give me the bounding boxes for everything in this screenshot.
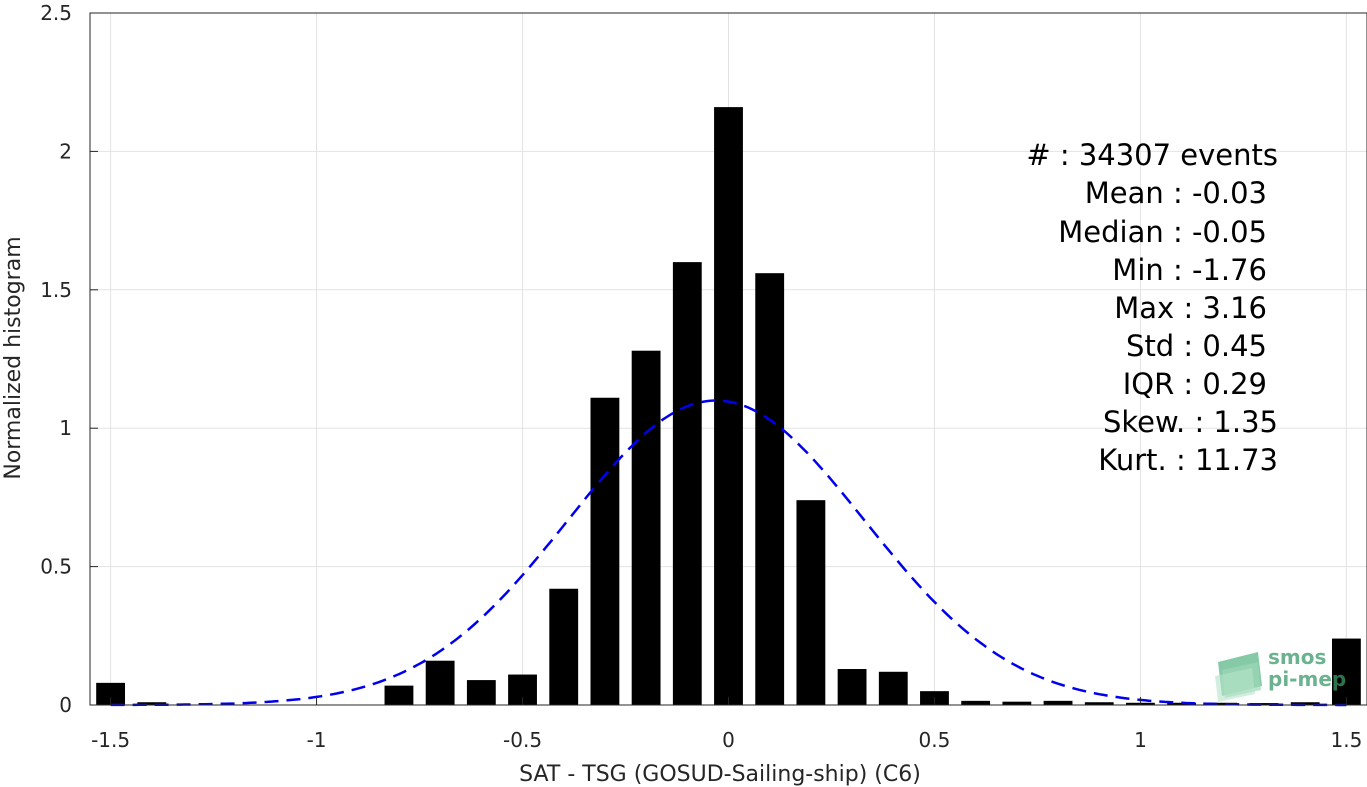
histogram-bar xyxy=(1331,638,1361,705)
y-tick-label: 0.5 xyxy=(40,555,72,579)
histogram-bar xyxy=(384,685,414,705)
histogram-bar xyxy=(1084,702,1114,705)
stats-box: # : 34307 events Mean : -0.03 Median : -… xyxy=(1026,138,1278,477)
histogram-bar xyxy=(1290,702,1320,705)
histogram-bar xyxy=(755,273,785,705)
x-axis-label: SAT - TSG (GOSUD-Sailing-ship) (C6) xyxy=(519,762,921,787)
histogram-bar xyxy=(672,262,702,705)
stat-iqr: IQR : 0.29 xyxy=(1123,367,1267,401)
y-tick-label: 1.5 xyxy=(40,278,72,302)
x-tick-label: 0.5 xyxy=(919,728,951,752)
stat-kurt: Kurt. : 11.73 xyxy=(1098,443,1278,477)
histogram-bar xyxy=(425,660,455,705)
histogram-bar xyxy=(1043,700,1073,705)
x-tick-label: -1.5 xyxy=(91,728,130,752)
x-tick-label: -1 xyxy=(307,728,327,752)
bars xyxy=(96,107,1361,705)
histogram-bar xyxy=(1249,703,1279,705)
histogram-bar xyxy=(631,350,661,705)
histogram-bar xyxy=(1208,702,1238,705)
x-tick-label: 1 xyxy=(1134,728,1147,752)
stat-min: Min : -1.76 xyxy=(1112,253,1267,287)
y-axis-ticks: 0 0.5 1 1.5 2 2.5 xyxy=(40,1,98,717)
logo-line2: pi-mep xyxy=(1268,667,1346,691)
stat-max: Max : 3.16 xyxy=(1114,291,1267,325)
x-tick-label: 0 xyxy=(722,728,735,752)
y-tick-label: 2 xyxy=(59,139,72,163)
y-tick-label: 0 xyxy=(59,693,72,717)
stat-std: Std : 0.45 xyxy=(1126,329,1267,363)
stat-skew: Skew. : 1.35 xyxy=(1103,405,1278,439)
histogram-bar xyxy=(590,397,620,705)
smos-pimep-logo: smos pi-mep xyxy=(1215,645,1346,702)
stat-median: Median : -0.05 xyxy=(1058,215,1267,249)
stat-mean: Mean : -0.03 xyxy=(1085,176,1267,210)
histogram-bar xyxy=(1002,701,1032,705)
histogram-bar xyxy=(837,669,867,705)
x-tick-label: 1.5 xyxy=(1330,728,1362,752)
x-axis-ticks: -1.5 -1 -0.5 0 0.5 1 1.5 xyxy=(91,697,1362,752)
histogram-bar xyxy=(878,671,908,705)
histogram-bar xyxy=(96,682,126,705)
histogram-bar xyxy=(961,700,991,705)
logo-mark-icon xyxy=(1215,652,1262,702)
x-tick-label: -0.5 xyxy=(503,728,542,752)
y-axis-label: Normalized histogram xyxy=(1,236,26,479)
y-tick-label: 1 xyxy=(59,416,72,440)
logo-line1: smos xyxy=(1268,645,1326,669)
stat-count: # : 34307 events xyxy=(1026,138,1278,172)
y-tick-label: 2.5 xyxy=(40,1,72,25)
histogram-bar xyxy=(549,588,579,705)
histogram-bar xyxy=(714,107,743,705)
histogram-bar xyxy=(466,680,496,705)
histogram-bar xyxy=(137,702,167,705)
histogram-bar xyxy=(796,500,826,705)
